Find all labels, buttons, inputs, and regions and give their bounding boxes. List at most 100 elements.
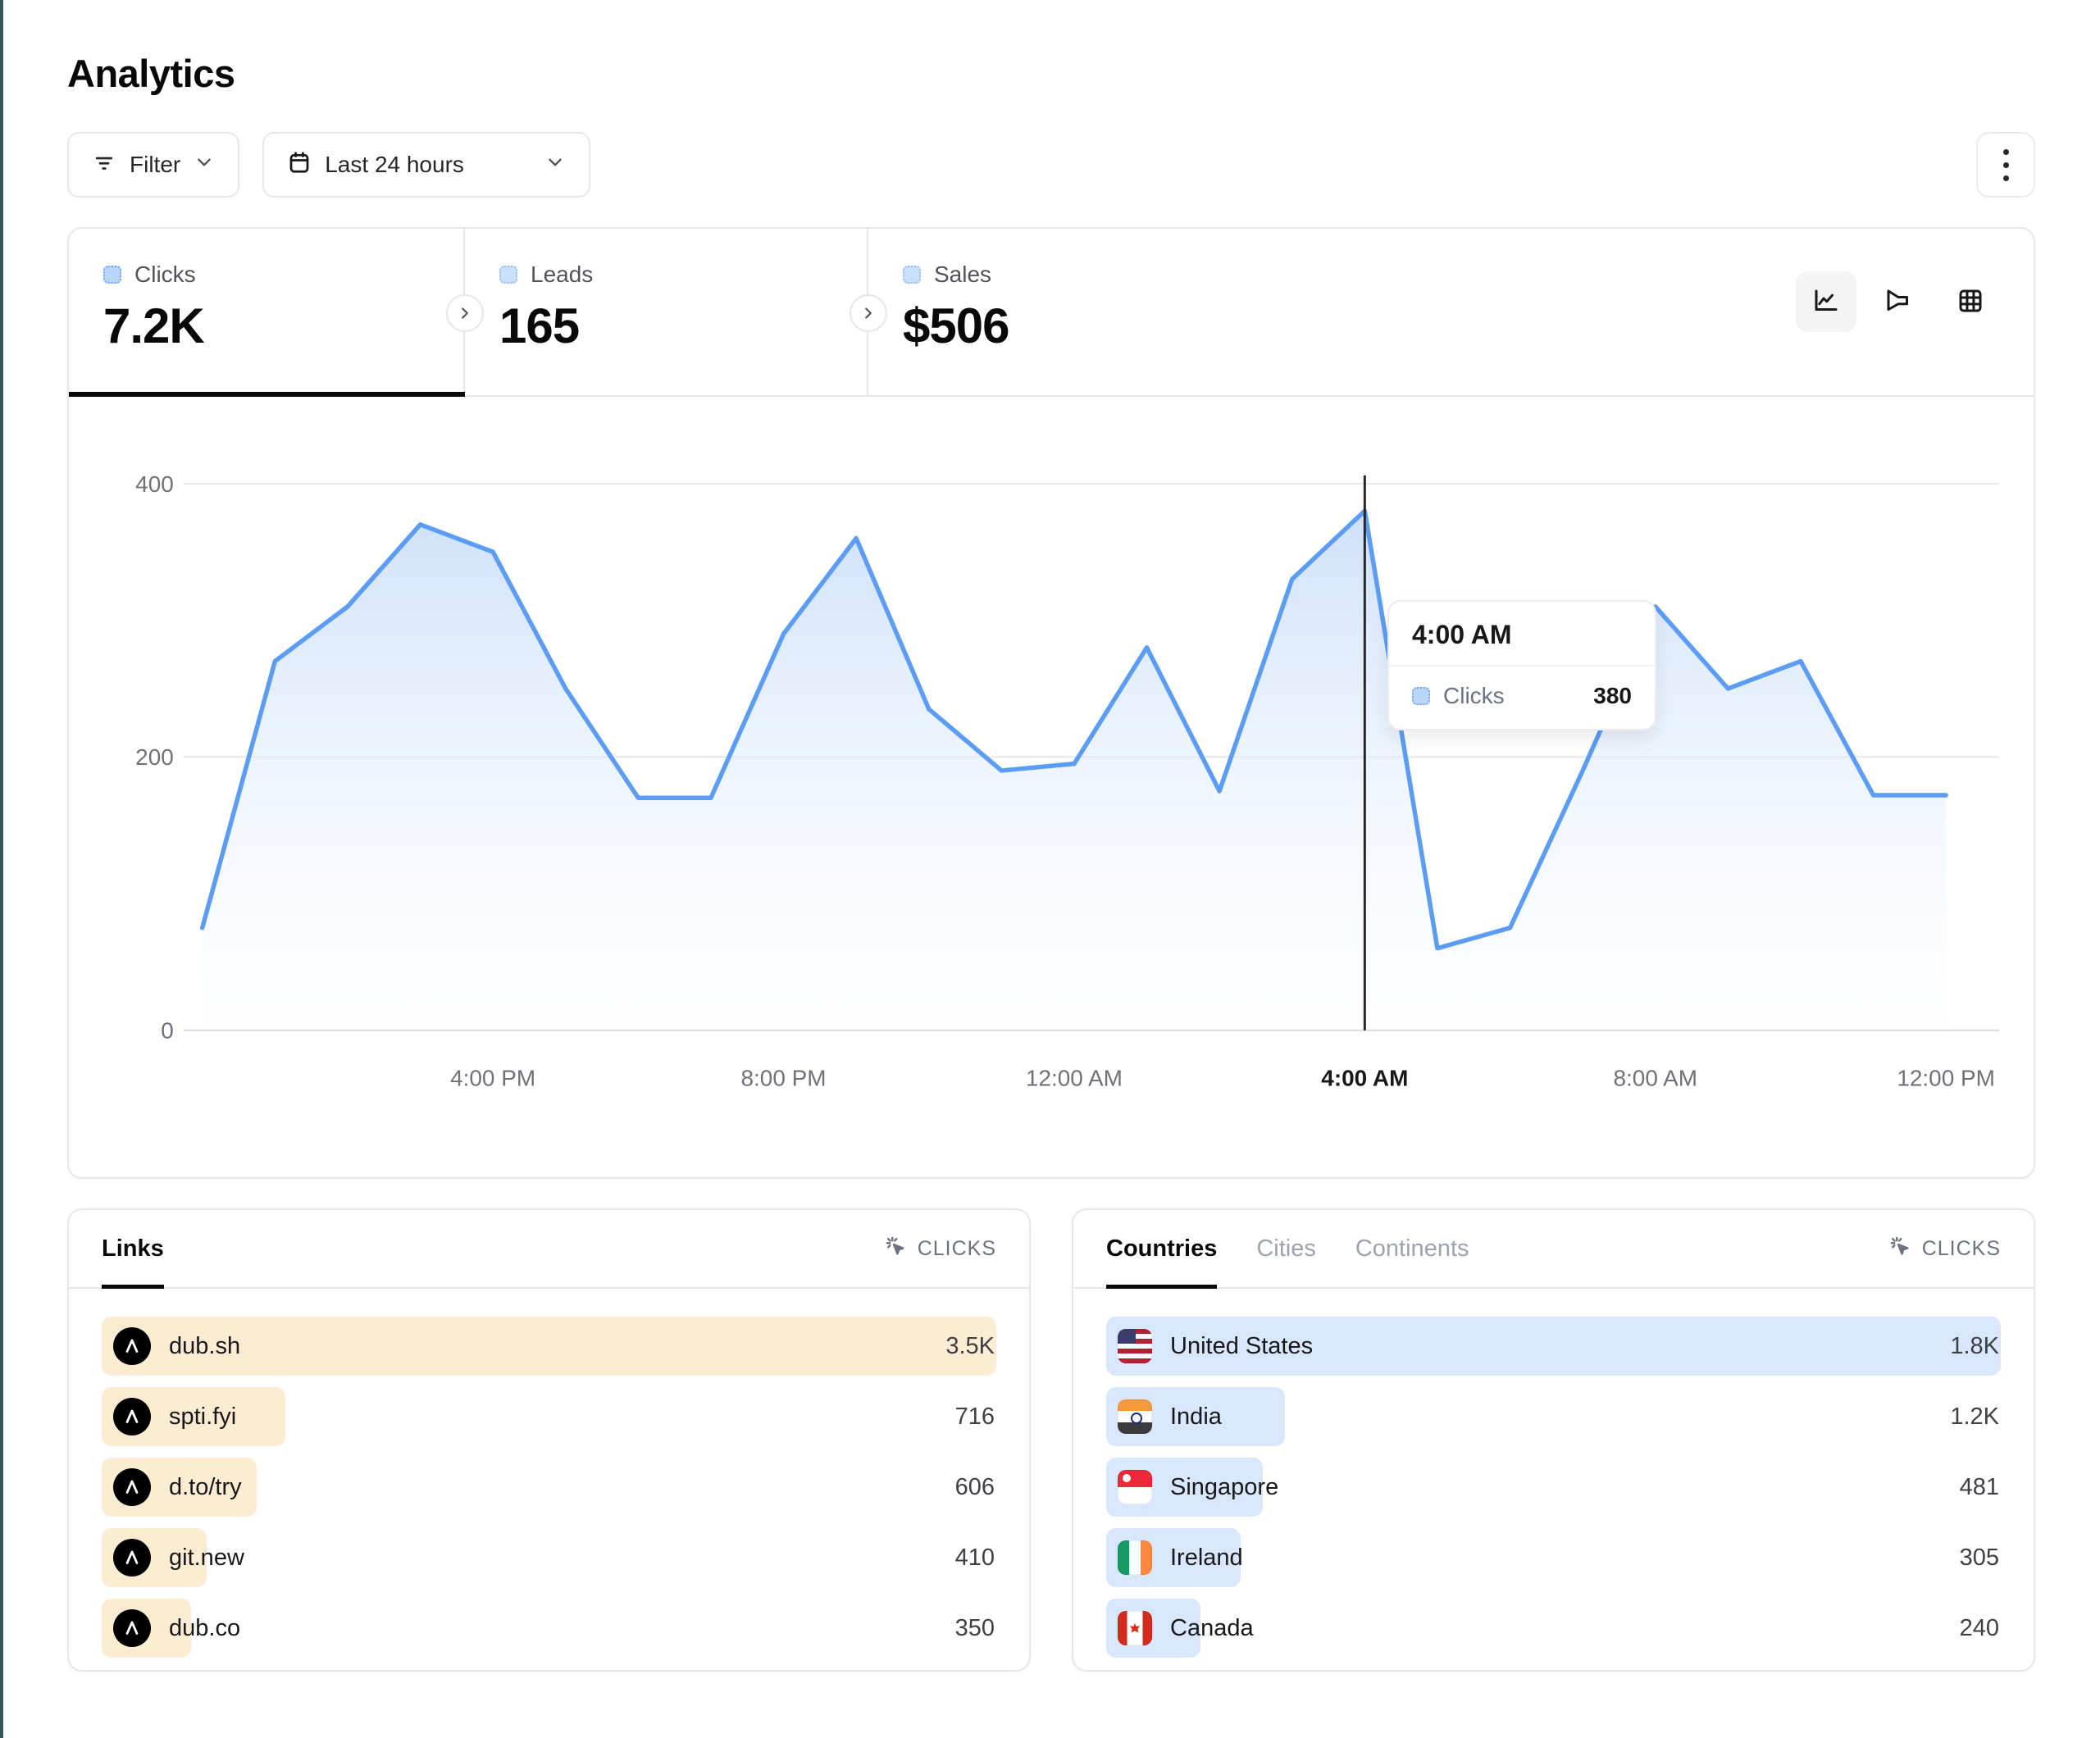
stat-expand-button[interactable] [446, 294, 484, 332]
country-bar [1106, 1317, 2001, 1376]
chart-tooltip: 4:00 AM Clicks 380 [1387, 600, 1656, 730]
link-clicks-value: 606 [954, 1473, 995, 1500]
dub-link-favicon [113, 1539, 151, 1576]
stat-tab-clicks[interactable]: Clicks 7.2K [69, 229, 465, 397]
y-axis-tick: 400 [135, 471, 174, 497]
x-axis-tick: 12:00 AM [1026, 1066, 1123, 1091]
links-list: dub.sh 3.5K spti.fyi 716 d.to/try 606 [69, 1289, 1029, 1658]
country-label: Singapore [1170, 1473, 1279, 1500]
leads-series-icon [499, 266, 517, 284]
link-label: git.new [169, 1544, 244, 1571]
link-clicks-value: 3.5K [945, 1332, 995, 1359]
sales-series-icon [903, 266, 921, 284]
cursor-click-icon [883, 1234, 908, 1264]
y-axis-tick: 0 [161, 1018, 174, 1044]
stats-tabs: Clicks 7.2K Leads 165 Sales $506 [69, 229, 2034, 397]
y-axis-tick: 200 [135, 744, 174, 770]
countries-tabs: Countries Cities Continents [1106, 1210, 1469, 1289]
country-flag-icon [1118, 1470, 1152, 1504]
links-metric-toggle[interactable]: CLICKS [883, 1210, 996, 1287]
table-view-button[interactable] [1940, 271, 2001, 332]
metric-label: CLICKS [917, 1236, 996, 1260]
x-axis-tick: 4:00 AM [1321, 1066, 1408, 1091]
country-flag-icon [1118, 1611, 1152, 1645]
x-axis-tick: 12:00 PM [1897, 1066, 1995, 1091]
country-clicks-value: 1.8K [1950, 1332, 1999, 1359]
country-clicks-value: 240 [1959, 1614, 1999, 1641]
chevron-down-icon [544, 152, 566, 179]
tab-links[interactable]: Links [102, 1210, 164, 1289]
stat-label: Sales [934, 262, 992, 287]
country-row[interactable]: Canada 240 [1106, 1599, 2001, 1658]
filter-button[interactable]: Filter [67, 132, 240, 198]
stat-value: $506 [903, 298, 1009, 353]
stat-label: Leads [531, 262, 594, 287]
stat-tab-leads[interactable]: Leads 165 [465, 229, 868, 395]
country-flag-icon [1118, 1329, 1152, 1363]
grid-table-icon [1956, 286, 1985, 318]
cursor-click-icon [1888, 1234, 1912, 1264]
country-label: India [1170, 1403, 1222, 1430]
line-chart-view-button[interactable] [1796, 271, 1856, 332]
country-label: United States [1170, 1332, 1314, 1359]
countries-metric-toggle[interactable]: CLICKS [1888, 1210, 2001, 1287]
link-clicks-value: 410 [954, 1544, 995, 1571]
link-clicks-value: 350 [954, 1614, 995, 1641]
country-row[interactable]: Singapore 481 [1106, 1458, 2001, 1517]
metric-label: CLICKS [1921, 1236, 2001, 1260]
countries-list: United States 1.8K India 1.2K Singapore … [1073, 1289, 2034, 1658]
stat-value: 165 [499, 298, 580, 353]
link-bar [102, 1317, 996, 1376]
country-flag-icon [1118, 1399, 1152, 1434]
date-range-button[interactable]: Last 24 hours [262, 132, 591, 198]
tab-countries[interactable]: Countries [1106, 1210, 1218, 1289]
link-label: dub.sh [169, 1332, 241, 1359]
filter-icon [92, 150, 116, 180]
x-axis-tick: 8:00 PM [741, 1066, 827, 1091]
toolbar: Filter Last 24 hours [67, 132, 2035, 198]
clicks-series-icon [103, 266, 121, 284]
stat-expand-button[interactable] [850, 294, 887, 332]
link-row[interactable]: dub.co 350 [102, 1599, 996, 1658]
tab-cities[interactable]: Cities [1256, 1235, 1316, 1262]
stat-tab-sales[interactable]: Sales $506 [868, 229, 1278, 395]
funnel-icon [1884, 286, 1913, 318]
link-row[interactable]: spti.fyi 716 [102, 1387, 996, 1446]
link-row[interactable]: dub.sh 3.5K [102, 1317, 996, 1376]
tooltip-series-label: Clicks [1443, 683, 1505, 708]
links-panel: Links CLICKS dub.sh 3.5K [67, 1208, 1031, 1672]
clicks-line [199, 508, 1948, 951]
countries-panel: Countries Cities Continents CLICKS United … [1072, 1208, 2035, 1672]
country-label: Ireland [1170, 1544, 1243, 1571]
analytics-page: Analytics Filter Last 24 hours [0, 0, 2100, 1672]
country-flag-icon [1118, 1540, 1152, 1575]
more-options-button[interactable] [1976, 132, 2035, 198]
stat-label: Clicks [134, 262, 196, 287]
funnel-view-button[interactable] [1868, 271, 1929, 332]
page-title: Analytics [67, 52, 235, 95]
country-row[interactable]: United States 1.8K [1106, 1317, 2001, 1376]
country-clicks-value: 305 [1959, 1544, 1999, 1571]
link-row[interactable]: git.new 410 [102, 1528, 996, 1587]
link-row[interactable]: d.to/try 606 [102, 1458, 996, 1517]
country-row[interactable]: India 1.2K [1106, 1387, 2001, 1446]
chevron-down-icon [194, 152, 215, 179]
tab-continents[interactable]: Continents [1355, 1235, 1469, 1262]
country-row[interactable]: Ireland 305 [1106, 1528, 2001, 1587]
x-axis-tick: 8:00 AM [1613, 1066, 1697, 1091]
analytics-chart-card: Clicks 7.2K Leads 165 Sales $506 [67, 227, 2035, 1179]
dub-link-favicon [113, 1327, 151, 1365]
clicks-area-chart[interactable]: 400 200 0 4:00 PM 8:00 PM 12:00 AM 4:00 AM 8:00… [69, 397, 2034, 1177]
tooltip-series-icon [1412, 687, 1430, 705]
chart-canvas: 400 200 0 4:00 PM 8:00 PM 12:00 AM 4:00 AM 8:00… [135, 471, 2000, 1091]
filter-button-label: Filter [130, 152, 181, 177]
chart-view-toggle [1796, 271, 2001, 332]
country-clicks-value: 1.2K [1950, 1403, 1999, 1430]
area-fill [202, 511, 1947, 1031]
dub-link-favicon [113, 1398, 151, 1435]
country-label: Canada [1170, 1614, 1254, 1641]
tooltip-time: 4:00 AM [1389, 602, 1655, 667]
dub-link-favicon [113, 1609, 151, 1647]
dub-link-favicon [113, 1468, 151, 1506]
kebab-icon [2002, 148, 2009, 155]
